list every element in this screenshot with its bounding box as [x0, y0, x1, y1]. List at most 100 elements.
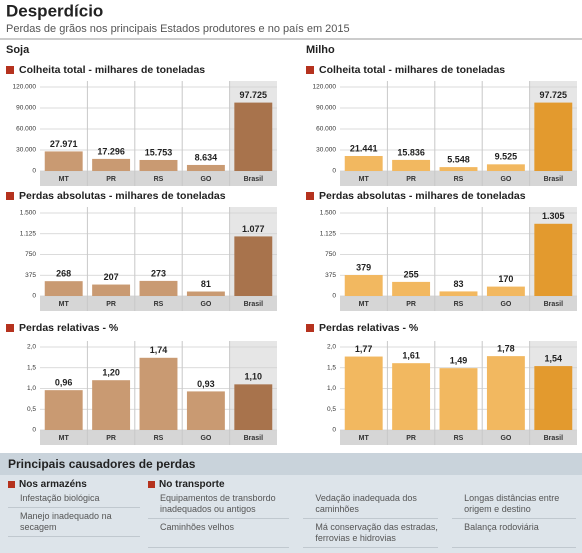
- value-label: 15.753: [145, 147, 173, 157]
- chart-title: Perdas absolutas - milhares de toneladas: [319, 190, 526, 202]
- y-tick-label: 90.000: [316, 105, 336, 112]
- chart-title: Perdas relativas - %: [19, 322, 119, 334]
- value-label: 21.441: [350, 143, 378, 153]
- x-tick-label: RS: [454, 176, 464, 183]
- chart-title: Colheita total - milhares de toneladas: [19, 64, 205, 76]
- y-tick-label: 30.000: [16, 147, 36, 154]
- y-tick-label: 0: [32, 427, 36, 434]
- x-tick-label: GO: [500, 301, 511, 308]
- title-icon: [6, 192, 14, 200]
- x-tick-label: MT: [359, 176, 370, 183]
- bar: [534, 223, 573, 296]
- y-tick-label: 90.000: [16, 105, 36, 112]
- y-tick-label: 750: [325, 251, 336, 258]
- value-label: 15.836: [397, 147, 425, 157]
- value-label: 5.548: [447, 154, 470, 164]
- value-label: 83: [453, 279, 463, 289]
- x-tick-label: MT: [59, 435, 70, 442]
- y-tick-label: 1,0: [327, 385, 336, 392]
- value-label: 97.725: [240, 90, 268, 100]
- x-tick-label: RS: [154, 435, 164, 442]
- y-tick-label: 1,5: [327, 364, 336, 371]
- bar: [439, 167, 478, 171]
- y-tick-label: 60.000: [16, 126, 36, 133]
- value-label: 170: [498, 274, 513, 284]
- x-tick-label: GO: [500, 176, 511, 183]
- value-label: 268: [56, 269, 71, 279]
- title-icon: [306, 192, 314, 200]
- value-label: 81: [201, 279, 211, 289]
- bar: [186, 391, 225, 430]
- bar: [486, 164, 525, 171]
- cause-item: Caminhões velhos: [148, 519, 290, 548]
- cause-item: Má conservação das estradas, ferrovias e…: [303, 519, 439, 548]
- y-tick-label: 1.125: [20, 230, 37, 237]
- y-tick-label: 120.000: [13, 84, 37, 91]
- bar: [234, 102, 273, 171]
- bar: [44, 151, 83, 171]
- value-label: 1.077: [242, 224, 265, 234]
- value-label: 1,61: [402, 351, 420, 361]
- x-tick-label: PR: [406, 176, 416, 183]
- charts: Desperdício Perdas de grãos nos principa…: [0, 1, 582, 445]
- bar: [139, 280, 178, 296]
- y-tick-label: 0: [332, 168, 336, 175]
- category-band: [40, 430, 277, 445]
- y-tick-label: 2,0: [327, 344, 336, 351]
- x-tick-label: RS: [154, 176, 164, 183]
- chart-title: Perdas relativas - %: [319, 322, 419, 334]
- bar: [392, 363, 431, 430]
- value-label: 0,96: [55, 378, 73, 388]
- y-tick-label: 0,5: [27, 406, 36, 413]
- value-label: 8.634: [195, 152, 218, 162]
- y-tick-label: 0,5: [327, 406, 336, 413]
- bar: [439, 368, 478, 430]
- chart-title: Perdas absolutas - milhares de toneladas: [19, 190, 226, 202]
- causes-panel: Principais causadores de perdas Nos arma…: [0, 453, 582, 553]
- value-label: 1,77: [355, 344, 373, 354]
- bar: [344, 356, 383, 430]
- title-icon: [306, 66, 314, 74]
- y-tick-label: 375: [325, 272, 336, 279]
- page-title: Desperdício: [6, 1, 103, 20]
- x-tick-label: Brasil: [544, 435, 564, 442]
- y-tick-label: 2,0: [27, 344, 36, 351]
- bar: [344, 155, 383, 171]
- x-tick-label: Brasil: [244, 176, 264, 183]
- category-band: [40, 171, 277, 186]
- title-icon: [306, 324, 314, 332]
- value-label: 379: [356, 262, 371, 272]
- bar: [139, 357, 178, 430]
- y-tick-label: 0: [32, 293, 36, 300]
- y-tick-label: 0: [332, 427, 336, 434]
- value-label: 1,78: [497, 344, 515, 354]
- cause-item: Equipamentos de transbordo inadequados o…: [148, 490, 290, 519]
- bar: [139, 159, 178, 171]
- x-tick-label: GO: [200, 176, 211, 183]
- y-tick-label: 1,0: [27, 385, 36, 392]
- x-tick-label: Brasil: [244, 301, 264, 308]
- bar: [44, 281, 83, 296]
- y-tick-label: 60.000: [316, 126, 336, 133]
- cause-item: Manejo inadequado na secagem: [8, 508, 140, 537]
- bar: [44, 390, 83, 430]
- group-items: Equipamentos de transbordo inadequados o…: [148, 490, 576, 548]
- value-label: 1,49: [450, 356, 468, 366]
- column-header: Soja: [6, 44, 30, 56]
- x-tick-label: PR: [106, 176, 116, 183]
- bar: [486, 356, 525, 430]
- y-tick-label: 1.500: [20, 210, 37, 217]
- bar: [534, 366, 573, 430]
- x-tick-label: PR: [406, 301, 416, 308]
- cause-item: Infestação biológica: [8, 490, 140, 508]
- cause-item: Longas distâncias entre origem e destino: [452, 490, 576, 519]
- x-tick-label: Brasil: [544, 176, 564, 183]
- value-label: 1,10: [245, 372, 263, 382]
- x-tick-label: MT: [359, 435, 370, 442]
- value-label: 17.296: [97, 146, 125, 156]
- bar: [186, 164, 225, 171]
- cause-item: Vedação inadequada dos caminhões: [303, 490, 439, 519]
- bar: [344, 275, 383, 296]
- value-label: 255: [404, 269, 419, 279]
